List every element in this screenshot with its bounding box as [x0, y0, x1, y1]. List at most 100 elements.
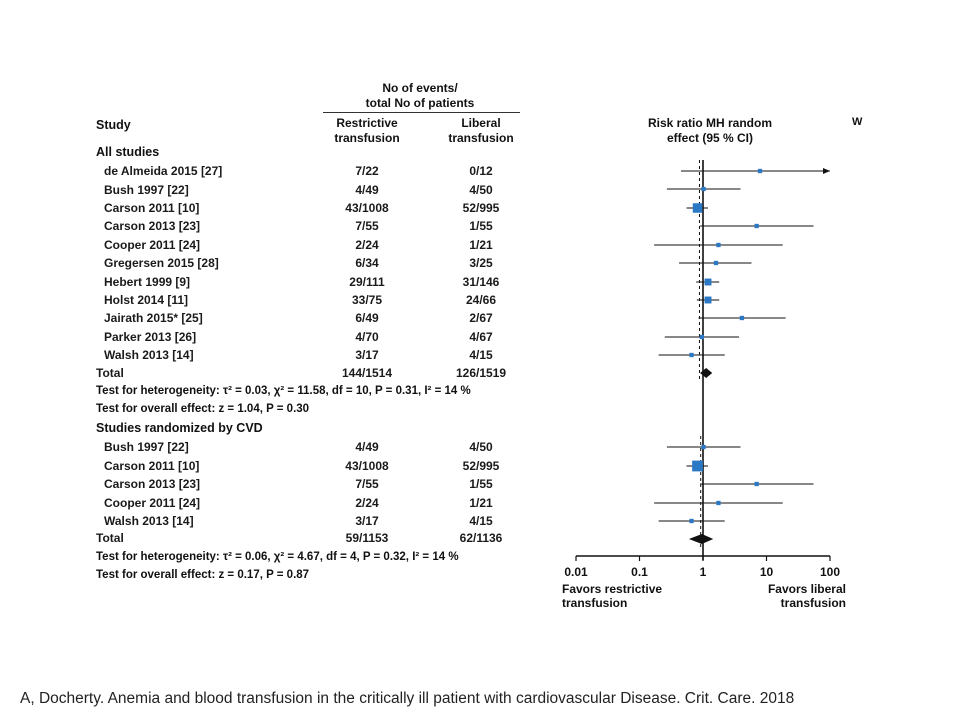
liberal-events: 3/25	[469, 256, 493, 270]
total-restrictive: 144/1514	[341, 366, 393, 380]
citation: A, Docherty. Anemia and blood transfusio…	[20, 690, 795, 707]
liberal-header-line1: Liberal	[461, 116, 501, 130]
restrictive-header-line1: Restrictive	[336, 116, 398, 130]
study-name: Bush 1997 [22]	[104, 183, 189, 197]
liberal-events: 4/67	[469, 330, 493, 344]
study-name: Carson 2013 [23]	[104, 477, 201, 491]
overall-effect-test: Test for overall effect: z = 1.04, P = 0…	[96, 403, 310, 415]
x-tick-label: 0.01	[564, 565, 588, 579]
point-estimate	[704, 296, 712, 304]
point-estimate	[754, 481, 759, 487]
study-name: Bush 1997 [22]	[104, 440, 189, 454]
point-estimate	[699, 334, 705, 340]
restrictive-events: 43/1008	[345, 459, 389, 473]
liberal-events: 31/146	[462, 275, 500, 289]
cut-off-header: W	[852, 116, 863, 128]
restrictive-header: Restrictive transfusion	[317, 116, 417, 146]
restrictive-events: 7/22	[355, 164, 379, 178]
study-name: Gregersen 2015 [28]	[104, 256, 219, 270]
restrictive-events: 43/1008	[345, 201, 389, 215]
point-estimate	[739, 315, 745, 321]
liberal-events: 24/66	[465, 293, 497, 307]
restrictive-events: 4/49	[355, 183, 379, 197]
point-estimate	[716, 242, 721, 248]
study-name: Hebert 1999 [9]	[104, 275, 191, 289]
x-tick-label: 10	[760, 565, 774, 579]
x-tick-label: 100	[820, 565, 840, 579]
liberal-events: 1/21	[469, 496, 493, 510]
restrictive-events: 2/24	[355, 238, 379, 252]
restrictive-events: 6/49	[355, 311, 379, 325]
restrictive-events: 7/55	[355, 219, 379, 233]
ci-arrow	[823, 168, 830, 174]
favors-liberal-label: Favors liberal transfusion	[748, 582, 846, 610]
point-estimate	[704, 278, 712, 286]
events-header: No of events/ total No of patients	[330, 81, 510, 111]
liberal-events: 4/15	[469, 348, 493, 362]
total-restrictive: 59/1153	[345, 531, 389, 545]
liberal-events: 4/50	[469, 440, 493, 454]
study-name: Walsh 2013 [14]	[104, 348, 194, 362]
point-estimate	[716, 500, 721, 506]
study-name: Carson 2011 [10]	[104, 201, 200, 215]
heterogeneity-test: Test for heterogeneity: τ² = 0.06, χ² = …	[96, 551, 459, 563]
risk-ratio-header-line2: effect (95 % CI)	[666, 131, 754, 145]
x-tick-label: 0.1	[631, 565, 648, 579]
restrictive-events: 3/17	[355, 348, 379, 362]
restrictive-events: 3/17	[355, 514, 379, 528]
liberal-events: 4/15	[469, 514, 493, 528]
point-estimate	[754, 223, 759, 229]
restrictive-events: 4/70	[355, 330, 379, 344]
heterogeneity-test: Test for heterogeneity: τ² = 0.03, χ² = …	[96, 385, 471, 397]
section-title-cvd: Studies randomized by CVD	[96, 421, 263, 435]
section-title-all-studies: All studies	[96, 145, 160, 159]
favors-restrictive-line1: Favors restrictive	[562, 582, 663, 596]
study-header: Study	[96, 118, 131, 132]
favors-liberal-line2: transfusion	[780, 596, 846, 610]
liberal-events: 0/12	[469, 164, 493, 178]
total-liberal: 62/1136	[459, 531, 503, 545]
events-header-rule	[323, 112, 520, 113]
study-name: Walsh 2013 [14]	[104, 514, 194, 528]
study-name: de Almeida 2015 [27]	[104, 164, 223, 178]
point-estimate	[689, 518, 694, 524]
pooled-diamond	[700, 368, 713, 378]
liberal-header: Liberal transfusion	[431, 116, 531, 146]
overall-effect-test: Test for overall effect: z = 0.17, P = 0…	[96, 569, 310, 581]
favors-liberal-line1: Favors liberal	[767, 582, 846, 596]
liberal-header-line2: transfusion	[448, 131, 514, 145]
risk-ratio-header: Risk ratio MH random effect (95 % CI)	[610, 116, 810, 146]
x-tick-label: 1	[700, 565, 707, 579]
liberal-events: 1/55	[469, 219, 493, 233]
total-label: Total	[96, 366, 124, 380]
events-header-line1: No of events/	[382, 81, 458, 95]
favors-restrictive-label: Favors restrictive transfusion	[562, 582, 662, 610]
total-label: Total	[96, 531, 124, 545]
study-name: Carson 2011 [10]	[104, 459, 200, 473]
study-name: Carson 2013 [23]	[104, 219, 201, 233]
restrictive-header-line2: transfusion	[334, 131, 400, 145]
restrictive-events: 4/49	[355, 440, 379, 454]
total-liberal: 126/1519	[455, 366, 507, 380]
point-estimate	[701, 186, 706, 192]
liberal-events: 1/21	[469, 238, 493, 252]
study-name: Cooper 2011 [24]	[104, 238, 201, 252]
point-estimate	[692, 203, 703, 213]
study-name: Jairath 2015* [25]	[104, 311, 203, 325]
liberal-events: 4/50	[469, 183, 493, 197]
liberal-events: 52/995	[462, 201, 500, 215]
point-estimate	[692, 460, 703, 472]
study-name: Parker 2013 [26]	[104, 330, 197, 344]
study-name: Holst 2014 [11]	[104, 293, 189, 307]
restrictive-events: 6/34	[355, 256, 379, 270]
favors-restrictive-line2: transfusion	[562, 596, 628, 610]
liberal-events: 2/67	[469, 311, 493, 325]
liberal-events: 52/995	[462, 459, 500, 473]
restrictive-events: 33/75	[351, 293, 383, 307]
risk-ratio-header-line1: Risk ratio MH random	[647, 116, 773, 130]
study-name: Cooper 2011 [24]	[104, 496, 201, 510]
point-estimate	[713, 260, 719, 266]
point-estimate	[689, 352, 694, 358]
point-estimate	[757, 168, 763, 174]
